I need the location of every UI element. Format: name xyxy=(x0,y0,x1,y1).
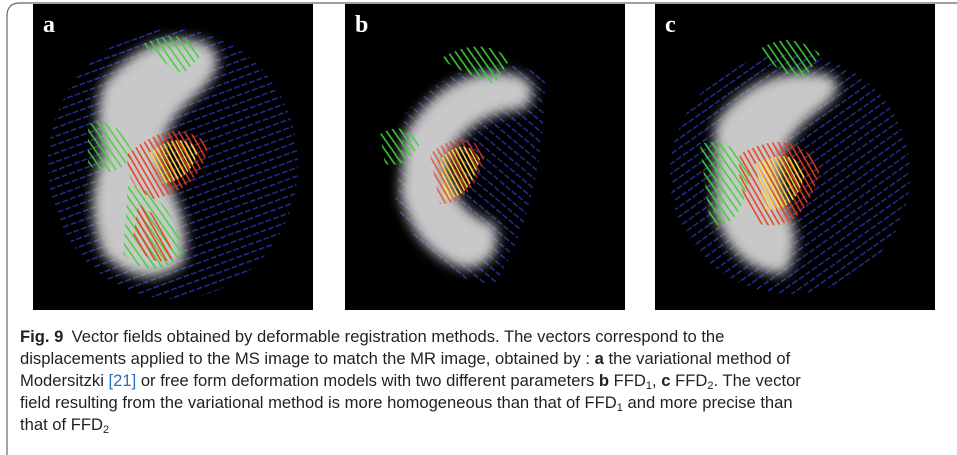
caption-text: . The vector xyxy=(713,371,801,390)
panel-c: c xyxy=(655,4,935,310)
caption-text: FFD xyxy=(609,371,646,390)
subscript: 1 xyxy=(616,402,623,414)
caption-text: Modersitzki xyxy=(20,371,109,390)
panel-a: a xyxy=(33,4,313,310)
caption-text: and more precise than xyxy=(622,393,793,412)
vector-cluster xyxy=(88,122,133,172)
vector-cluster xyxy=(143,36,203,74)
vector-cluster xyxy=(148,140,198,184)
panel-label: a xyxy=(43,12,55,38)
vector-cluster xyxy=(700,142,750,226)
caption: Fig. 9 Vector fields obtained by deforma… xyxy=(20,326,801,436)
panel-label: b xyxy=(355,12,368,38)
caption-text: field resulting from the variational met… xyxy=(20,393,617,412)
caption-panel-ref: c xyxy=(661,371,671,390)
caption-text: that of FFD xyxy=(20,415,103,434)
vector-cluster xyxy=(133,204,173,262)
caption-text: Vector fields obtained by deformable reg… xyxy=(71,327,725,346)
caption-text: displacements applied to the MS image to… xyxy=(20,349,595,368)
caption-text: FFD xyxy=(670,371,708,390)
vector-cluster xyxy=(380,128,420,165)
vector-cluster xyxy=(760,40,820,79)
caption-text: , xyxy=(652,371,662,390)
caption-panel-ref: b xyxy=(598,371,610,390)
vector-cluster xyxy=(440,46,510,84)
subscript: 2 xyxy=(103,424,110,436)
caption-text: or free form deformation models with two… xyxy=(136,371,599,390)
vector-cluster xyxy=(440,146,480,199)
citation-link[interactable]: [21] xyxy=(108,371,137,390)
vector-cluster xyxy=(755,156,805,210)
caption-panel-ref: a xyxy=(594,349,604,368)
figure-label: Fig. 9 xyxy=(20,327,64,346)
caption-text: the variational method of xyxy=(603,349,791,368)
tissue-image xyxy=(400,72,533,269)
subscript: 1 xyxy=(645,380,653,392)
frame-border xyxy=(6,2,957,455)
subscript: 2 xyxy=(707,380,714,392)
panel-b: b xyxy=(345,4,625,310)
panel-label: c xyxy=(665,12,676,38)
